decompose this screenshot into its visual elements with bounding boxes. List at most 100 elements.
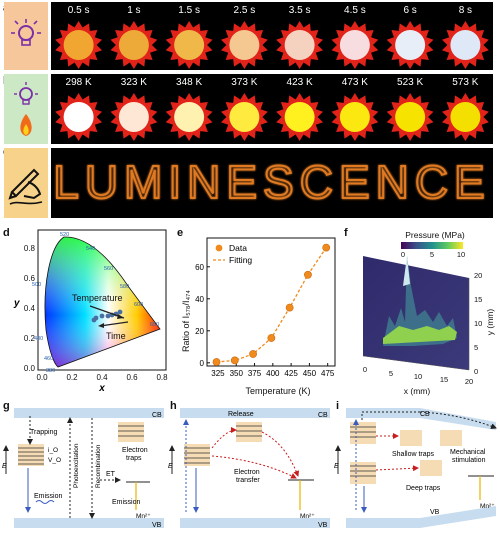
band-diagram-g: CB VB E i_O V_O Trapping Emission Photoe…	[2, 408, 164, 529]
g-io: i_O	[48, 447, 58, 454]
f-xlabel: x (mm)	[404, 386, 431, 396]
thermo-label: 348 K	[176, 77, 203, 88]
bulb-flame-icon-box	[4, 74, 48, 144]
cie-diagram: Temperature Time 520 540 560 580 600 650…	[13, 229, 168, 394]
x-tick-label: 475	[321, 369, 335, 378]
afterglow-strip	[51, 2, 493, 70]
wl-520: 520	[60, 232, 69, 238]
data-point	[212, 358, 221, 366]
wl-460: 460	[44, 356, 53, 362]
x-tick-label: 325	[211, 369, 225, 378]
f-ylabel: y (mm)	[485, 309, 495, 336]
time-arrow	[99, 321, 129, 327]
wl-580: 580	[120, 284, 129, 290]
g-energy: E	[2, 463, 7, 470]
cie-xlabel: x	[98, 383, 105, 394]
afterglow-label: 1.5 s	[178, 5, 200, 16]
data-point	[249, 350, 257, 358]
chart-frame	[206, 237, 336, 367]
g-photoexcitation: Photoexcitation	[73, 443, 80, 488]
thermo-sample	[442, 93, 489, 141]
g-emission: Emission	[34, 493, 63, 500]
i-stimulation: stimulation	[452, 457, 486, 464]
bulb-icon-box	[4, 2, 48, 70]
wl-380: 380	[46, 368, 55, 374]
afterglow-label: 3.5 s	[288, 5, 311, 16]
i-mechanical: Mechanical	[450, 449, 486, 456]
cbar-tick: 10	[457, 250, 465, 259]
data-point	[230, 356, 239, 365]
g-recombination: Recombination	[95, 444, 102, 488]
thermoluminescence-strip	[51, 74, 493, 144]
data-point	[285, 303, 294, 312]
afterglow-sample	[276, 21, 323, 69]
cie-xtick: 0.4	[96, 373, 108, 382]
thermo-sample	[165, 93, 213, 141]
i-shallow-traps: Shallow traps	[392, 451, 435, 458]
i-deep-traps: Deep traps	[406, 485, 441, 492]
h-energy: E	[168, 463, 173, 470]
luminescence-word: LUMINESCENCE	[52, 155, 491, 209]
legend-label-fitting: Fitting	[229, 255, 252, 265]
cie-ytick: 0.6	[24, 274, 36, 283]
pressure-map: Pressure (MPa) 0 5 10 0 5 10 15 20 0 5 1…	[363, 230, 495, 396]
hand-writing-icon	[8, 168, 43, 205]
f-xtick: 5	[389, 369, 393, 378]
afterglow-sample	[165, 21, 213, 69]
thermo-label: 323 K	[120, 77, 147, 88]
time-label: Time	[106, 331, 126, 341]
panel-label-e: e	[177, 227, 184, 239]
g-mn: Mn²⁺	[136, 513, 151, 520]
afterglow-label: 8 s	[458, 5, 473, 16]
cbar-tick: 5	[430, 250, 434, 259]
g-vo: V_O	[48, 457, 61, 464]
x-tick-label: 450	[303, 369, 317, 378]
wl-500: 500	[32, 282, 41, 288]
cbar-tick: 0	[401, 250, 405, 259]
thermo-label: 298 K	[65, 77, 92, 88]
cie-xtick: 0.2	[66, 373, 78, 382]
wl-560: 560	[104, 266, 113, 272]
cbar-title: Pressure (MPa)	[405, 230, 465, 240]
i-energy: E	[334, 463, 339, 470]
cie-ylabel: y	[13, 298, 20, 309]
x-tick-label: 350	[230, 369, 244, 378]
band-diagrams: CB VB E i_O V_O Trapping Emission Photoe…	[2, 408, 497, 529]
legend-marker-data	[215, 244, 223, 252]
cie-xtick: 0.0	[36, 373, 48, 382]
afterglow-sample	[331, 21, 379, 69]
cie-xtick: 0.6	[126, 373, 138, 382]
y-tick-label: 60	[195, 263, 204, 272]
afterglow-label: 4.5 s	[344, 5, 366, 16]
wl-650: 650	[150, 322, 159, 328]
afterglow-label: 0.5 s	[67, 5, 90, 16]
thermo-sample	[331, 93, 379, 141]
colorbar	[401, 242, 463, 249]
y-tick-label: 20	[195, 327, 204, 336]
data-point	[322, 243, 331, 252]
thermo-sample	[221, 93, 268, 141]
data-point	[267, 334, 276, 342]
g-emission-mn: Emission	[112, 499, 141, 506]
panel-label-d: d	[3, 227, 10, 239]
f-ytick: 15	[474, 295, 482, 304]
afterglow-sample	[221, 21, 268, 69]
panel-label-g: g	[3, 400, 10, 412]
cie-ytick: 0.4	[24, 304, 36, 313]
cie-data-points	[91, 309, 123, 323]
x-tick-label: 425	[284, 369, 298, 378]
band-diagram-h: CB VB E Release Electron transfer Mn²⁺	[168, 408, 330, 529]
luminescence-text: LUMINESCENCE	[53, 156, 491, 208]
panel-label-h: h	[170, 400, 177, 412]
g-et: ET	[106, 471, 116, 478]
legend-label-data: Data	[229, 243, 247, 253]
thermo-sample	[55, 93, 102, 141]
f-ytick: 10	[474, 319, 482, 328]
g-vb: VB	[152, 522, 162, 529]
afterglow-sample	[55, 21, 102, 69]
afterglow-sample	[442, 21, 489, 69]
f-xtick: 10	[414, 372, 422, 381]
ratio-chart: Ratio of I₅₇₈/I₄₇₄ Temperature (K) 325 35…	[181, 237, 336, 396]
cie-ytick: 0.8	[24, 244, 36, 253]
thermo-label: 573 K	[452, 77, 479, 88]
